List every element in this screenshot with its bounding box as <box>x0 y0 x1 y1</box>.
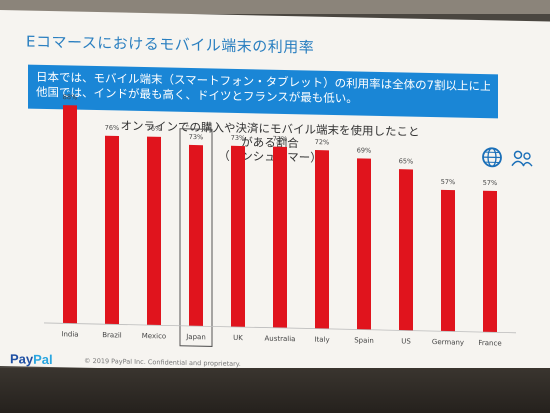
highlight-box-japan <box>179 128 213 347</box>
data-label-france: 57% <box>483 179 497 187</box>
tick-label-mexico: Mexico <box>142 332 166 341</box>
tick-label-germany: Germany <box>432 338 464 347</box>
logo-pal: Pal <box>33 351 53 368</box>
screen-bezel <box>0 368 550 413</box>
bar-japan <box>189 144 203 327</box>
tick-label-india: India <box>61 330 78 338</box>
data-label-spain: 69% <box>357 146 371 154</box>
data-label-germany: 57% <box>441 178 455 186</box>
bar-chart: 88% India 76% Brazil 76% Mexico 73% Japan 73% UK 7… <box>44 93 516 348</box>
data-label-mexico: 76% <box>147 125 161 133</box>
data-label-us: 65% <box>399 157 413 165</box>
data-label-brazil: 76% <box>105 124 119 132</box>
bar-us <box>399 169 413 331</box>
bar-brazil <box>105 135 119 325</box>
bar-spain <box>357 158 371 330</box>
paypal-logo: PayPal <box>10 351 53 367</box>
x-axis-line <box>44 322 516 334</box>
data-label-japan: 73% <box>189 133 203 141</box>
data-label-uk: 73% <box>231 134 245 142</box>
bar-india <box>63 105 77 324</box>
bar-australia <box>273 146 287 329</box>
bar-mexico <box>147 136 161 326</box>
data-label-india: 88% <box>63 93 77 101</box>
tick-label-australia: Australia <box>265 335 296 344</box>
people-icon <box>511 150 533 167</box>
bar-italy <box>315 150 329 329</box>
tick-label-us: US <box>401 337 411 345</box>
data-label-australia: 73% <box>273 135 287 143</box>
bar-france <box>483 190 497 333</box>
tick-label-brazil: Brazil <box>102 331 122 339</box>
globe-icon <box>482 147 502 168</box>
tick-label-spain: Spain <box>354 336 374 344</box>
tick-label-uk: UK <box>233 334 243 342</box>
data-label-italy: 72% <box>315 138 329 146</box>
tick-label-japan: Japan <box>185 333 206 341</box>
tick-label-france: France <box>478 339 501 347</box>
bar-germany <box>441 189 455 332</box>
header-icons <box>482 147 533 168</box>
presentation-slide: Eコマースにおけるモバイル端末の利用率 日本では、モバイル端末（スマートフォン・… <box>0 10 550 378</box>
bar-uk <box>231 145 245 328</box>
tick-label-italy: Italy <box>314 336 329 344</box>
wall-background <box>0 0 550 14</box>
logo-pay: Pay <box>10 351 34 367</box>
